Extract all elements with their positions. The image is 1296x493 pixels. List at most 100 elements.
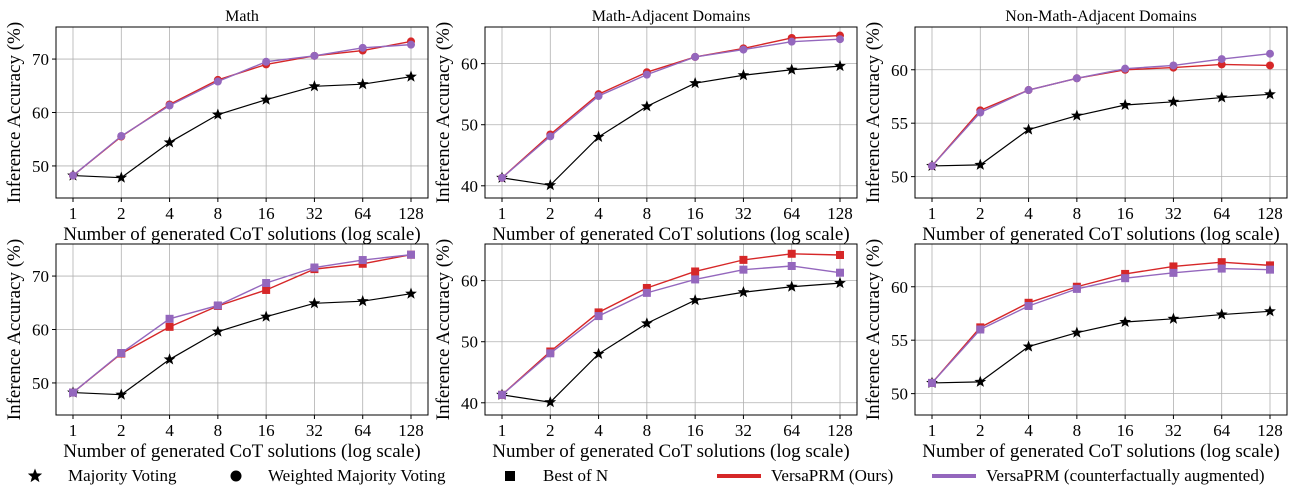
x-tick-label: 1	[69, 421, 78, 440]
data-point	[1169, 268, 1178, 277]
legend-item-best-of-n: Best of N	[505, 466, 608, 485]
x-axis-label: Number of generated CoT solutions (log s…	[922, 224, 1279, 245]
data-point	[1266, 49, 1274, 58]
x-tick-label: 32	[735, 204, 752, 223]
data-point	[405, 287, 417, 299]
data-point	[117, 132, 126, 141]
y-tick-label: 70	[32, 267, 49, 286]
data-point	[1215, 91, 1228, 103]
data-point	[1266, 61, 1274, 70]
x-tick-label: 16	[687, 204, 704, 223]
series-versaprm-counterfactually-augmented	[69, 40, 415, 180]
x-axis-label: Number of generated CoT solutions (log s…	[492, 441, 849, 462]
data-point	[1070, 109, 1083, 121]
x-tick-label: 16	[687, 421, 704, 440]
data-point	[262, 279, 271, 288]
legend-item-weighted-majority-voting: Weighted Majority Voting	[230, 466, 446, 485]
square-icon	[505, 471, 515, 481]
data-point	[836, 35, 844, 44]
x-tick-label: 64	[354, 204, 372, 223]
chart-title: Math-Adjacent Domains	[592, 8, 751, 25]
x-tick-label: 1	[69, 204, 78, 223]
data-point	[739, 255, 748, 264]
series-line	[72, 254, 412, 394]
data-point	[117, 349, 126, 358]
x-tick-label: 4	[1024, 421, 1033, 440]
data-point	[544, 395, 557, 408]
data-point	[310, 263, 319, 272]
data-point	[1121, 274, 1130, 283]
y-tick-label: 50	[461, 116, 478, 135]
x-tick-label: 32	[306, 421, 323, 440]
data-point	[115, 171, 128, 183]
data-point	[546, 132, 555, 141]
x-tick-label: 8	[1073, 204, 1082, 223]
y-tick-label: 60	[891, 61, 908, 80]
data-point	[165, 101, 174, 110]
series-versaprm-counterfactually-augmented	[69, 250, 415, 397]
y-tick-label: 60	[891, 278, 908, 297]
data-point	[310, 51, 319, 60]
data-point	[1217, 264, 1226, 273]
y-axis-label: Inference Accuracy (%)	[433, 22, 454, 203]
x-tick-label: 16	[258, 421, 275, 440]
series-line	[501, 253, 841, 396]
plot-frame	[914, 243, 1288, 416]
data-point	[592, 130, 605, 142]
data-point	[739, 45, 748, 54]
data-point	[1121, 64, 1130, 73]
data-point	[1072, 284, 1081, 293]
data-point	[163, 136, 176, 148]
legend-label-majority-voting: Majority Voting	[68, 466, 177, 485]
series-versaprm-counterfactually-augmented	[928, 49, 1274, 170]
x-tick-label: 16	[258, 204, 275, 223]
legend: Majority Voting Weighted Majority Voting…	[27, 466, 1265, 485]
data-point	[262, 285, 271, 294]
data-point	[737, 69, 750, 81]
chart-panels: 1 2 4 8 16 32 64 128 50 60 70 Number of generated C…	[4, 8, 1288, 462]
series-line	[931, 310, 1271, 384]
plot-frame	[914, 26, 1288, 199]
y-tick-label: 50	[891, 168, 908, 187]
data-point	[358, 256, 367, 265]
x-axis-label: Number of generated CoT solutions (log s…	[63, 441, 420, 462]
data-point	[640, 100, 653, 112]
circle-icon	[230, 470, 242, 482]
legend-label-versaprm: VersaPRM (Ours)	[771, 466, 893, 485]
data-point	[787, 261, 796, 270]
x-tick-label: 128	[827, 421, 853, 440]
data-point	[358, 43, 367, 52]
data-point	[1119, 98, 1132, 111]
series-line	[72, 40, 412, 177]
data-point	[976, 325, 985, 334]
data-point	[69, 388, 77, 397]
series-versaprm-counterfactually-augmented	[928, 264, 1274, 387]
y-tick-label: 60	[32, 104, 49, 123]
x-tick-label: 16	[1117, 204, 1134, 223]
y-tick-label: 50	[891, 385, 908, 404]
series-majority-voting	[496, 59, 846, 191]
data-point	[928, 161, 936, 170]
x-tick-label: 8	[214, 421, 223, 440]
data-point	[1024, 86, 1033, 95]
data-point	[1024, 301, 1033, 310]
data-point	[1266, 265, 1274, 274]
x-tick-label: 8	[643, 421, 652, 440]
y-tick-label: 55	[891, 331, 908, 350]
y-axis-label: Inference Accuracy (%)	[863, 22, 884, 203]
y-tick-label: 50	[32, 157, 49, 176]
data-point	[1167, 312, 1180, 324]
legend-label-best-of-n: Best of N	[543, 466, 608, 485]
data-point	[928, 378, 936, 387]
data-point	[787, 37, 796, 46]
series-line	[931, 267, 1271, 384]
y-axis-label: Inference Accuracy (%)	[863, 239, 884, 420]
x-tick-label: 2	[976, 204, 985, 223]
series-line	[931, 53, 1271, 167]
x-tick-label: 4	[594, 204, 603, 223]
x-axis-label: Number of generated CoT solutions (log s…	[492, 224, 849, 245]
series-line	[501, 65, 841, 186]
x-tick-label: 4	[1024, 204, 1033, 223]
series-line	[72, 293, 412, 396]
legend-item-versaprm: VersaPRM (Ours)	[717, 466, 893, 485]
